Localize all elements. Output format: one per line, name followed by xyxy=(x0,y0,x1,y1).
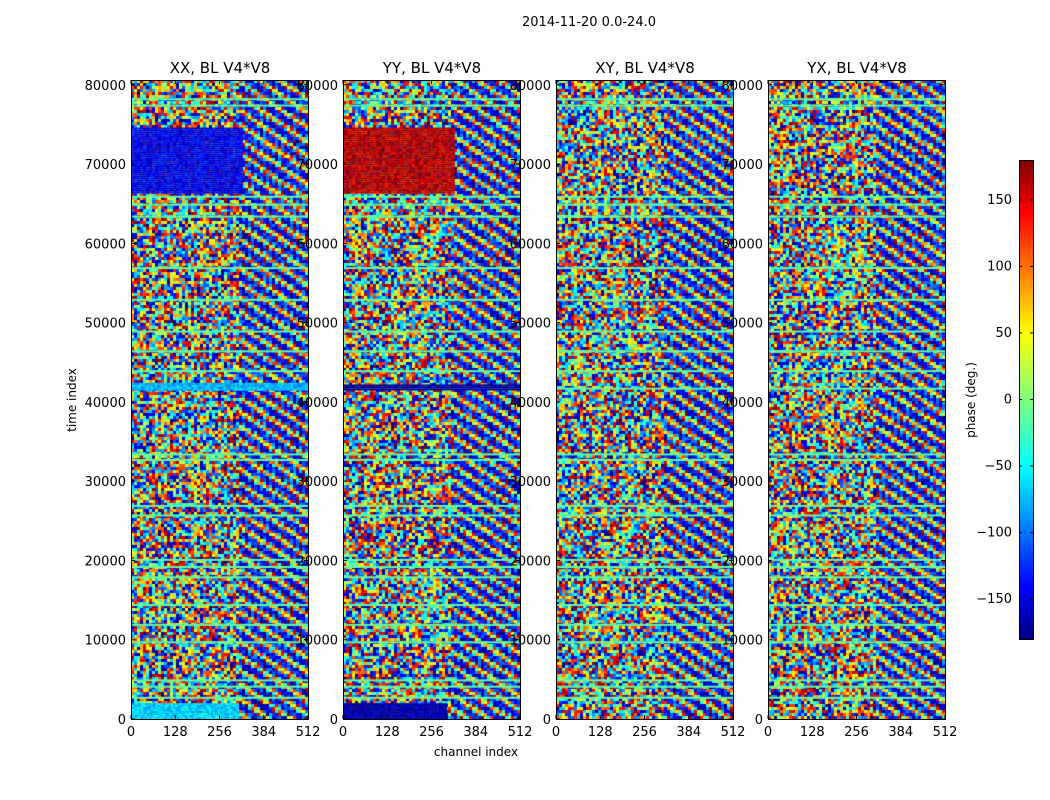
panel-xx-phase-raster xyxy=(131,80,308,719)
panel-yx-image xyxy=(768,80,945,719)
y-axis-label: time index xyxy=(65,368,79,432)
y-tick-label: 80000 xyxy=(297,79,338,94)
colorbar-tick-label: −150 xyxy=(976,592,1012,607)
x-tick-label: 256 xyxy=(207,725,232,740)
x-tick-label: 256 xyxy=(844,725,869,740)
y-tick-label: 10000 xyxy=(510,634,551,649)
y-tick-label: 10000 xyxy=(297,634,338,649)
y-tick-label: 70000 xyxy=(297,158,338,173)
panel-yy: YY, BL V4*V8 0 128 256 384 512 0 10000 20000 300… xyxy=(297,59,533,740)
x-tick-label: 512 xyxy=(721,725,746,740)
x-tick-label: 0 xyxy=(339,725,347,740)
panel-yx-axes: 0 128 256 384 512 0 10000 20000 30000 40000 50000 6… xyxy=(722,79,958,740)
panel-xy-phase-raster xyxy=(556,80,733,719)
x-tick-label: 512 xyxy=(296,725,321,740)
y-tick-label: 0 xyxy=(118,713,126,728)
panel-title-yy: YY, BL V4*V8 xyxy=(382,59,481,77)
x-tick-label: 0 xyxy=(764,725,772,740)
y-tick-label: 40000 xyxy=(510,396,551,411)
colorbar: −150 −100 −50 0 50 100 150 phase (deg.) xyxy=(964,160,1034,640)
colorbar-tick-label: −100 xyxy=(976,526,1012,541)
colorbar-label: phase (deg.) xyxy=(964,362,978,438)
y-tick-label: 60000 xyxy=(510,237,551,252)
colorbar-tick-label: 150 xyxy=(987,193,1012,208)
y-tick-label: 70000 xyxy=(85,158,126,173)
y-tick-label: 30000 xyxy=(510,475,551,490)
y-tick-label: 60000 xyxy=(722,237,763,252)
y-tick-label: 40000 xyxy=(722,396,763,411)
y-tick-label: 20000 xyxy=(510,554,551,569)
x-tick-label: 128 xyxy=(163,725,188,740)
y-tick-label: 30000 xyxy=(85,475,126,490)
y-tick-label: 20000 xyxy=(297,554,338,569)
panel-yy-axes: 0 128 256 384 512 0 10000 20000 30000 40000 50000 6… xyxy=(297,79,533,740)
y-tick-label: 60000 xyxy=(297,237,338,252)
y-tick-label: 0 xyxy=(330,713,338,728)
panel-xx-axes: 0 128 256 384 512 0 10000 20000 30000 40000 50000 6… xyxy=(85,79,321,740)
y-tick-label: 50000 xyxy=(722,317,763,332)
panel-title-xy: XY, BL V4*V8 xyxy=(595,59,695,77)
x-tick-label: 128 xyxy=(375,725,400,740)
colorbar-tick-label: 100 xyxy=(987,259,1012,274)
x-tick-label: 512 xyxy=(933,725,958,740)
x-tick-label: 0 xyxy=(127,725,135,740)
panel-yx-phase-raster xyxy=(768,80,945,719)
panel-title-yx: YX, BL V4*V8 xyxy=(806,59,907,77)
panel-xy-axes: 0 128 256 384 512 0 10000 20000 30000 40000 50000 6… xyxy=(510,79,746,740)
colorbar-ticks: −150 −100 −50 0 50 100 150 xyxy=(976,193,1033,607)
x-tick-label: 128 xyxy=(800,725,825,740)
colorbar-tick-label: −50 xyxy=(985,459,1012,474)
y-tick-label: 40000 xyxy=(85,396,126,411)
y-tick-label: 80000 xyxy=(510,79,551,94)
panel-yx: YX, BL V4*V8 0 128 256 384 512 0 10000 20000 300… xyxy=(722,59,958,740)
y-tick-label: 20000 xyxy=(722,554,763,569)
y-tick-label: 0 xyxy=(755,713,763,728)
x-tick-label: 0 xyxy=(552,725,560,740)
colorbar-tick-label: 0 xyxy=(1004,393,1012,408)
y-tick-label: 20000 xyxy=(85,554,126,569)
x-tick-label: 384 xyxy=(463,725,488,740)
y-tick-label: 30000 xyxy=(722,475,763,490)
panel-xy: XY, BL V4*V8 0 128 256 384 512 0 10000 20000 300… xyxy=(510,59,746,740)
y-tick-label: 50000 xyxy=(85,317,126,332)
y-tick-label: 10000 xyxy=(722,634,763,649)
colorbar-tick-label: 50 xyxy=(995,326,1012,341)
y-tick-label: 60000 xyxy=(85,237,126,252)
panel-xx-image xyxy=(131,80,308,719)
y-tick-label: 70000 xyxy=(510,158,551,173)
y-tick-label: 10000 xyxy=(85,634,126,649)
y-tick-label: 50000 xyxy=(510,317,551,332)
x-tick-label: 256 xyxy=(632,725,657,740)
x-tick-label: 512 xyxy=(508,725,533,740)
panel-xx: XX, BL V4*V8 0 128 256 384 512 0 10000 20000 300… xyxy=(85,59,321,740)
x-tick-label: 256 xyxy=(419,725,444,740)
x-tick-label: 128 xyxy=(588,725,613,740)
panel-yy-phase-raster xyxy=(343,80,520,719)
panel-title-xx: XX, BL V4*V8 xyxy=(170,59,271,77)
y-tick-label: 80000 xyxy=(85,79,126,94)
figure-suptitle: 2014-11-20 0.0-24.0 xyxy=(522,15,656,30)
panel-yy-image xyxy=(343,80,520,719)
y-tick-label: 50000 xyxy=(297,317,338,332)
y-tick-label: 70000 xyxy=(722,158,763,173)
y-tick-label: 30000 xyxy=(297,475,338,490)
x-tick-label: 384 xyxy=(676,725,701,740)
y-tick-label: 0 xyxy=(543,713,551,728)
y-tick-label: 80000 xyxy=(722,79,763,94)
x-axis-label: channel index xyxy=(434,745,518,759)
y-tick-label: 40000 xyxy=(297,396,338,411)
x-tick-label: 384 xyxy=(888,725,913,740)
panel-xy-image xyxy=(556,80,733,719)
x-tick-label: 384 xyxy=(251,725,276,740)
